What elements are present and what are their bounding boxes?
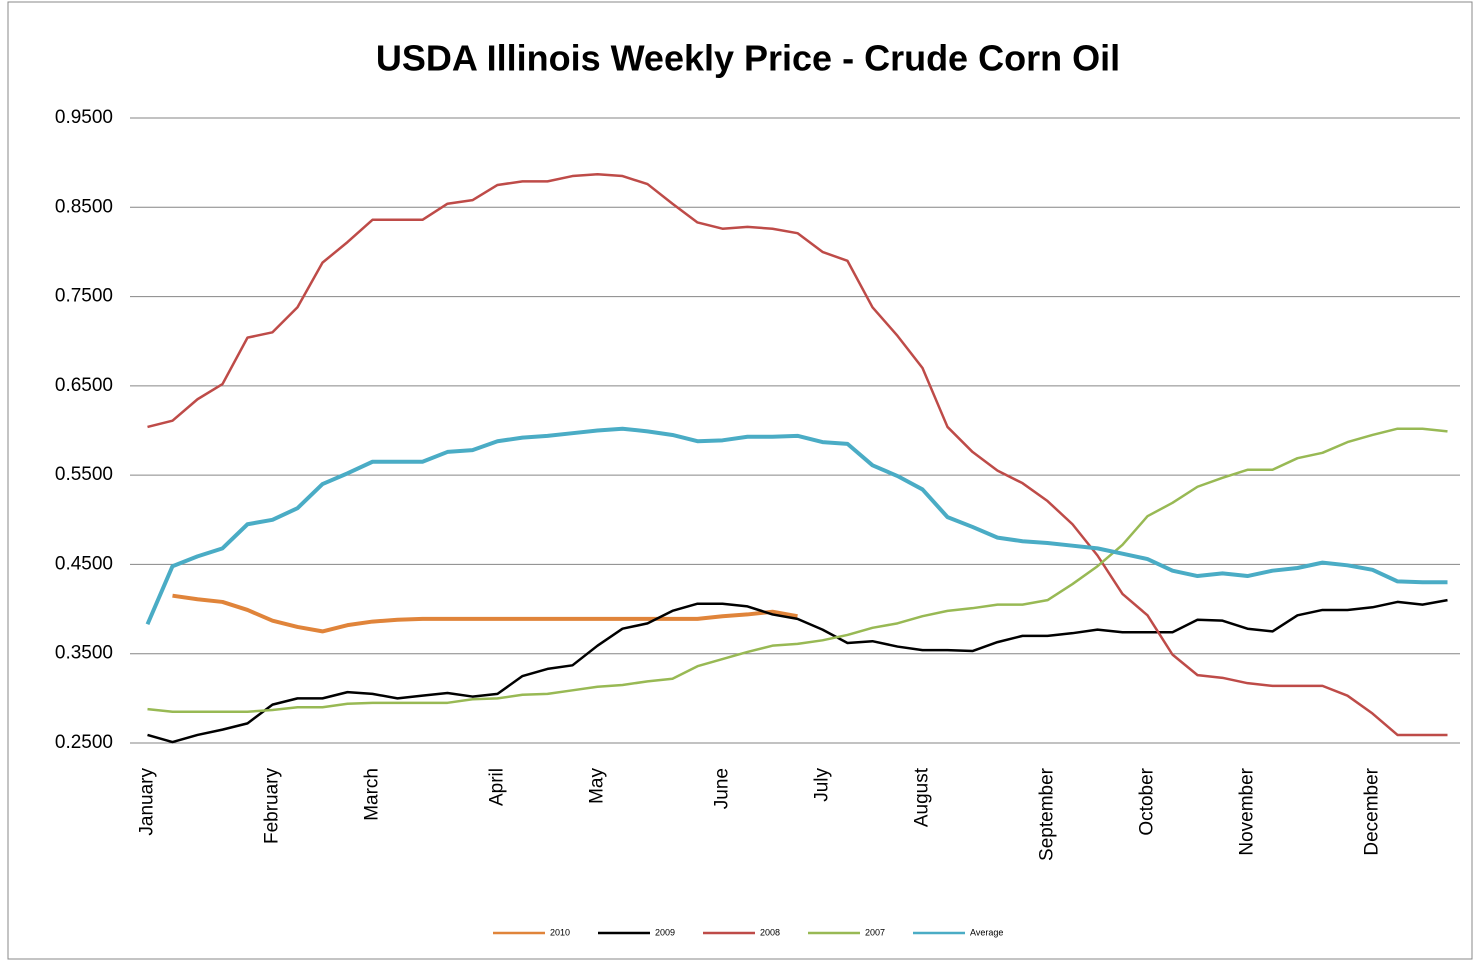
x-tick-label: April <box>487 768 508 806</box>
y-tick-label: 0.3500 <box>55 643 113 664</box>
legend-label: 2010 <box>550 927 570 937</box>
series-line <box>147 598 1448 744</box>
y-tick-label: 0.6500 <box>55 375 113 396</box>
legend-label: 2007 <box>865 927 885 937</box>
y-tick-label: 0.9500 <box>55 107 113 128</box>
x-tick-label: December <box>1362 767 1383 855</box>
x-tick-label: January <box>137 768 158 836</box>
y-tick-label: 0.4500 <box>55 553 113 574</box>
y-tick-label: 0.8500 <box>55 196 113 217</box>
series-line <box>147 173 1448 737</box>
y-tick-label: 0.2500 <box>55 732 113 753</box>
series-line <box>147 427 1448 713</box>
x-tick-label: March <box>362 768 383 821</box>
x-tick-label: August <box>912 767 933 827</box>
x-tick-label: May <box>587 768 608 804</box>
y-tick-label: 0.7500 <box>55 286 113 307</box>
x-tick-label: February <box>262 768 283 845</box>
x-tick-label: November <box>1237 767 1258 855</box>
legend-label: 2009 <box>655 927 675 937</box>
x-tick-label: July <box>812 768 833 802</box>
x-tick-label: June <box>712 768 733 809</box>
series-line <box>172 593 798 634</box>
series-line <box>145 426 1448 626</box>
legend-label: Average <box>970 927 1003 937</box>
chart-border <box>7 1 1473 960</box>
chart-title: USDA Illinois Weekly Price - Crude Corn … <box>376 38 1120 79</box>
legend-label: 2008 <box>760 927 780 937</box>
x-tick-label: October <box>1137 767 1158 835</box>
y-tick-label: 0.5500 <box>55 464 113 485</box>
x-tick-label: September <box>1037 767 1058 861</box>
